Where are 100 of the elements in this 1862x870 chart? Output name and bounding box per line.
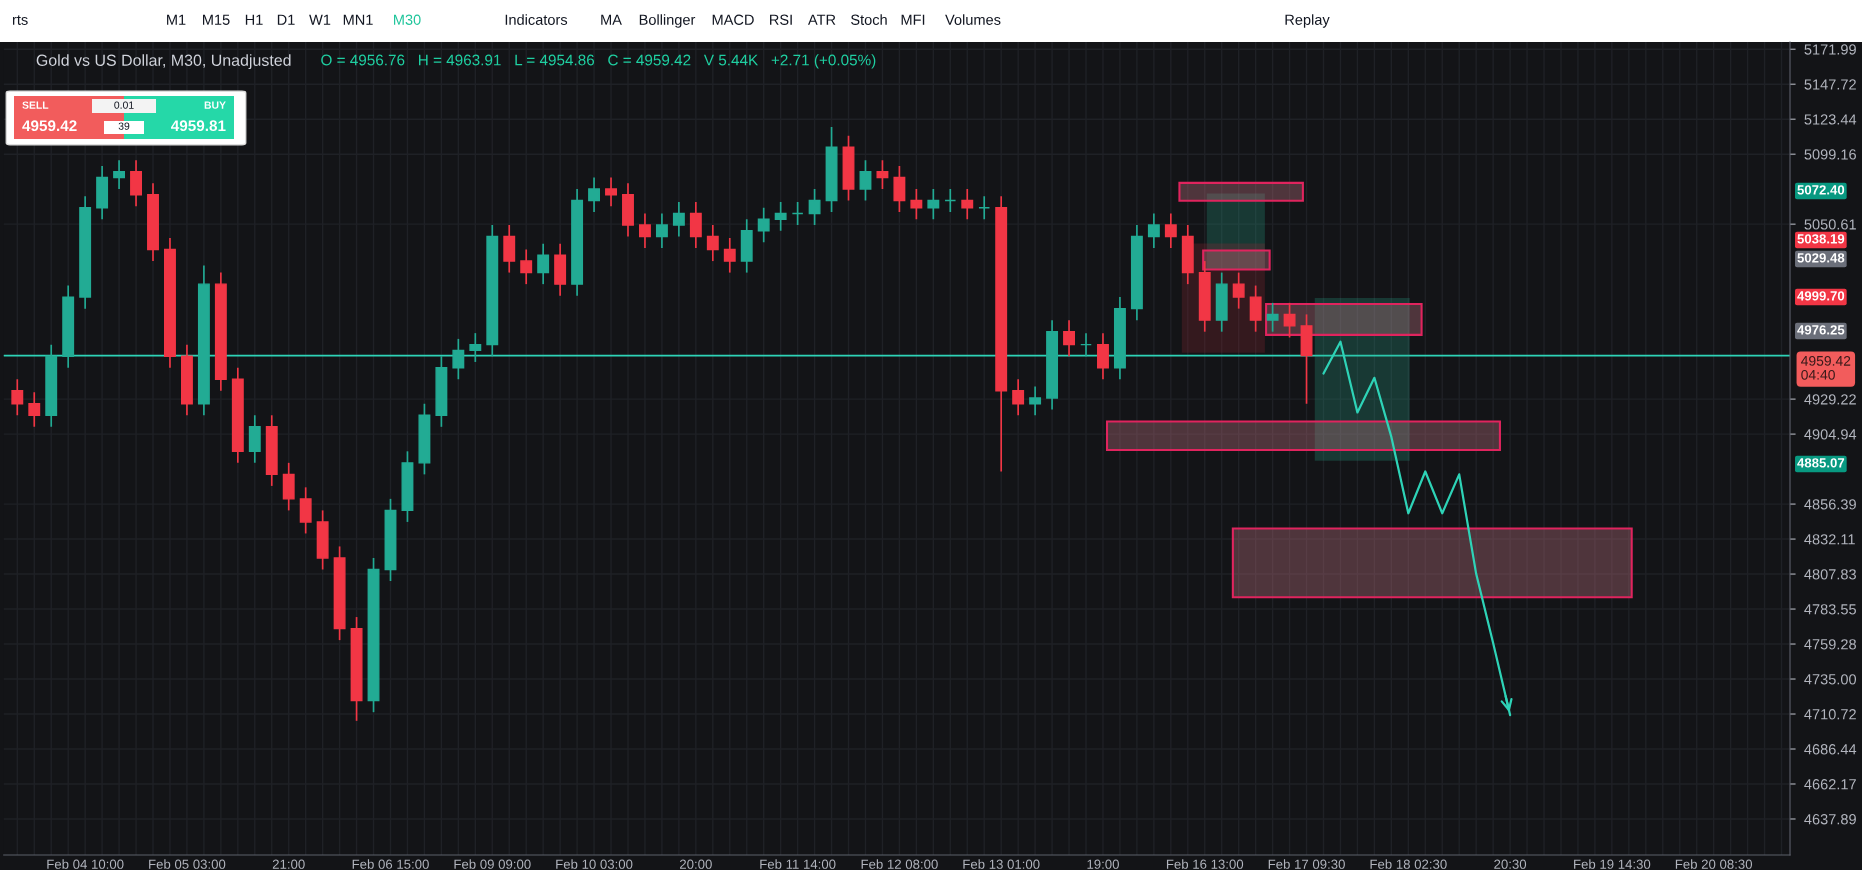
x-tick-label: Feb 16 13:00	[1166, 859, 1244, 869]
text: MFI	[901, 14, 925, 25]
candlestick	[520, 248, 533, 285]
text: Stoch	[851, 14, 887, 25]
x-tick-label: 21:00	[272, 859, 305, 869]
x-tick-label: 20:00	[680, 859, 712, 869]
candlestick	[1097, 332, 1109, 381]
candlestick	[672, 201, 685, 238]
x-tick-label: Feb 17 09:30	[1268, 859, 1345, 869]
x-tick-label: Feb 12 08:00	[861, 859, 938, 869]
x-tick-label: Feb 20 08:30	[1675, 859, 1753, 869]
candlestick	[655, 212, 668, 249]
candlestick	[299, 486, 312, 535]
candlestick	[605, 176, 617, 208]
candlestick	[469, 332, 482, 363]
annotation: 0.01	[114, 101, 134, 109]
text: Bollinger	[639, 14, 696, 28]
y-tick-label: 4904.94	[1804, 429, 1857, 440]
y-tick-label: 5147.72	[1804, 79, 1856, 90]
x-tick-label: 20:30	[1494, 859, 1527, 869]
text: M15	[203, 14, 230, 25]
y-tick-label: 4783.55	[1804, 604, 1856, 615]
text: 5072.40	[1797, 185, 1845, 195]
text: Gold vs US Dollar, M30, Unadjusted	[36, 54, 291, 70]
candlestick	[706, 224, 719, 262]
y-tick-label: 4929.22	[1804, 394, 1856, 405]
candlestick	[1232, 271, 1245, 310]
candlestick	[876, 159, 889, 190]
x-tick-label: 19:00	[1087, 859, 1119, 869]
text: M1	[167, 14, 186, 25]
y-tick-label: 4686.44	[1804, 744, 1857, 755]
candlestick	[1080, 332, 1092, 358]
candlestick	[113, 159, 126, 190]
x-tick-label: Feb 13 01:00	[963, 859, 1040, 869]
candlestick	[28, 391, 41, 428]
x-tick-label: Feb 04 10:00	[47, 859, 124, 869]
candlestick	[588, 176, 601, 213]
candlestick	[638, 212, 651, 249]
text: 5029.48	[1797, 253, 1845, 263]
candlestick	[537, 242, 550, 285]
candlestick	[1283, 302, 1296, 339]
y-tick-label: 4710.72	[1804, 709, 1856, 720]
candlestick	[723, 237, 736, 274]
candlestick	[1147, 212, 1160, 249]
text: Volumes	[945, 14, 1001, 25]
text: MA	[601, 14, 622, 25]
text: O = 4956.76 H = 4963.91 L = 4954.86 C = 4959.42 V 5.44K +2.71 (+0.05%)	[321, 54, 876, 69]
candlestick	[808, 188, 821, 226]
candlestick	[689, 201, 702, 249]
text: MN1	[343, 14, 373, 25]
candlestick	[893, 165, 906, 213]
x-tick-label: Feb 05 03:00	[149, 859, 226, 869]
text: H1	[245, 14, 263, 25]
text: RSI	[770, 14, 792, 25]
text: M30	[394, 14, 421, 25]
candlestick	[978, 195, 991, 221]
x-tick-label: Feb 18 02:30	[1370, 859, 1447, 869]
candlestick	[910, 188, 923, 221]
candlestick	[130, 159, 142, 208]
x-tick-label: Feb 19 14:30	[1574, 859, 1651, 869]
text: W1	[309, 14, 331, 25]
candlestick	[1164, 212, 1177, 249]
y-tick-label: 4637.89	[1804, 814, 1856, 825]
annotation: SELL	[22, 101, 49, 109]
y-tick-label: 5050.61	[1804, 219, 1856, 230]
y-tick-label: 5123.44	[1804, 114, 1857, 125]
candlestick	[791, 201, 804, 226]
candlestick	[859, 159, 872, 202]
candlestick	[11, 378, 24, 417]
candlestick	[1063, 319, 1075, 358]
candlestick	[1029, 385, 1042, 417]
candlestick	[1266, 302, 1279, 333]
ref-line-label: 4959.42 04:40	[1801, 355, 1851, 380]
x-tick-label: Feb 09 09:00	[454, 859, 531, 869]
candlestick	[1012, 378, 1025, 417]
y-tick-label: 4856.39	[1804, 499, 1856, 510]
text: 4885.07	[1797, 458, 1845, 468]
candlestick	[1249, 284, 1262, 333]
x-tick-label: Feb 06 15:00	[352, 859, 429, 869]
text: 5038.19	[1797, 234, 1845, 244]
text: ATR	[807, 14, 836, 25]
annotation: 39	[118, 122, 130, 130]
candlestick	[774, 201, 787, 232]
candlestick	[757, 206, 770, 244]
text: Indicators	[505, 14, 568, 25]
text: Replay	[1285, 14, 1330, 28]
text: 4976.25	[1797, 325, 1845, 335]
y-tick-label: 5099.16	[1804, 149, 1856, 160]
y-tick-label: 5171.99	[1804, 44, 1856, 55]
annotation: 4959.81	[171, 120, 226, 132]
text: MACD	[712, 14, 754, 25]
y-tick-label: 4832.11	[1804, 534, 1855, 545]
text: 4999.70	[1797, 291, 1845, 301]
x-tick-label: Feb 10 03:00	[556, 859, 633, 869]
annotation: 4959.42	[22, 120, 77, 132]
y-tick-label: 4807.83	[1804, 569, 1856, 580]
y-tick-label: 4662.17	[1804, 779, 1856, 790]
candlestick	[961, 188, 974, 221]
text: rts	[12, 15, 28, 25]
x-tick-label: Feb 11 14:00	[760, 859, 836, 869]
